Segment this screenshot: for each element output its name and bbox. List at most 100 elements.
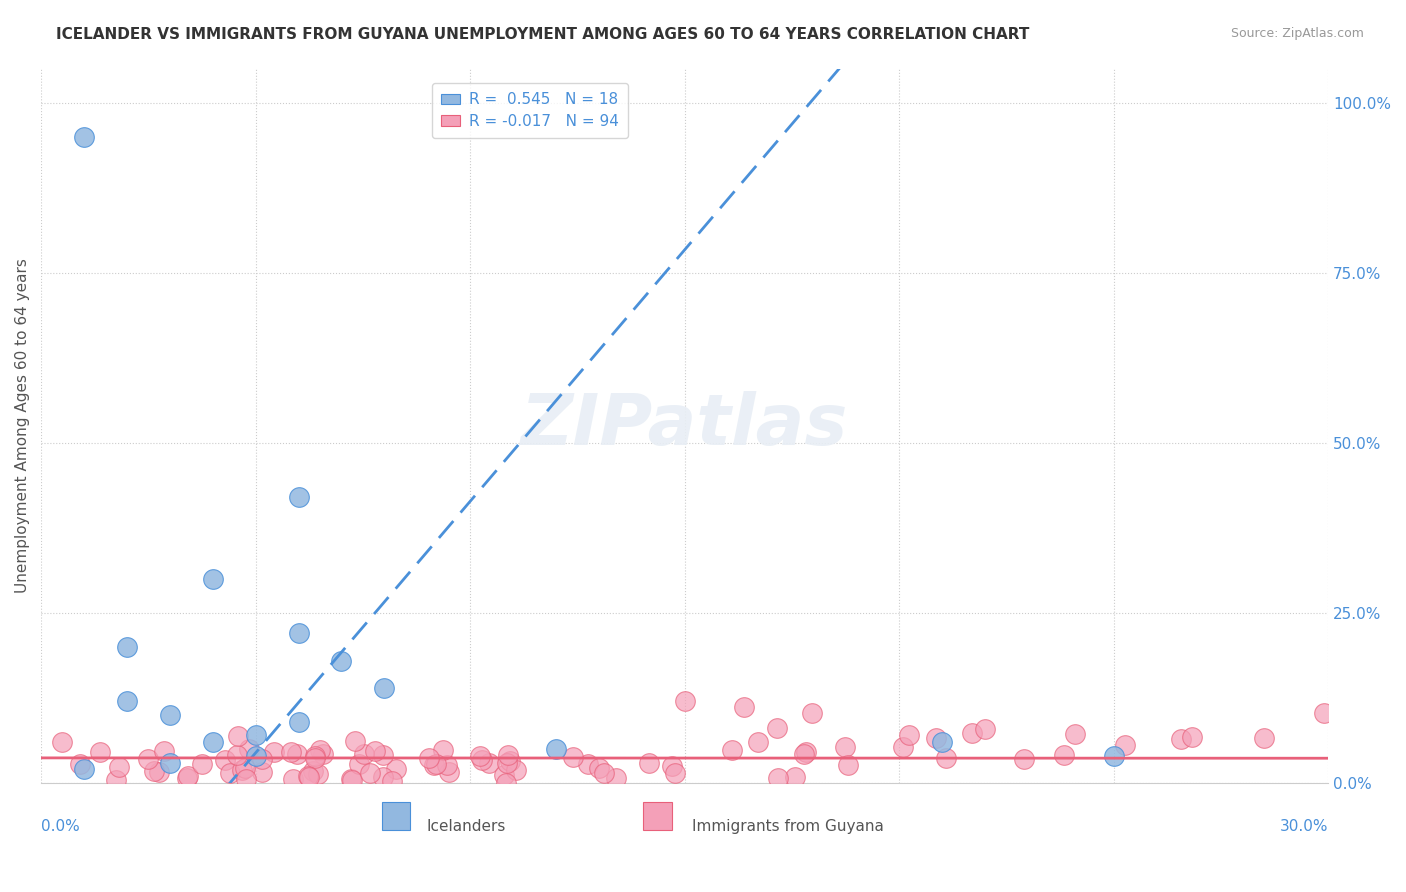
Point [794, 745, 817, 759]
Text: Source: ZipAtlas.com: Source: ZipAtlas.com [1230, 27, 1364, 40]
Point [766, 772, 789, 786]
Point [177, 769, 200, 783]
Point [544, 742, 567, 756]
Bar [644, 802, 672, 830]
Point [935, 750, 957, 764]
Point [153, 744, 176, 758]
Point [343, 734, 366, 748]
Point [312, 747, 335, 762]
Point [309, 742, 332, 756]
Point [298, 771, 321, 785]
Point [280, 745, 302, 759]
Point [283, 772, 305, 786]
Point [637, 756, 659, 770]
Point [720, 743, 742, 757]
Point [359, 765, 381, 780]
Bar [382, 802, 411, 830]
Point [381, 774, 404, 789]
Legend: R =  0.545   N = 18, R = -0.017   N = 94: R = 0.545 N = 18, R = -0.017 N = 94 [432, 83, 628, 137]
Point [339, 772, 361, 787]
Point [373, 681, 395, 695]
Point [505, 763, 527, 777]
Point [287, 626, 309, 640]
Point [115, 694, 138, 708]
Point [263, 745, 285, 759]
Point [250, 765, 273, 780]
Point [159, 708, 181, 723]
Point [297, 769, 319, 783]
Text: ICELANDER VS IMMIGRANTS FROM GUYANA UNEMPLOYMENT AMONG AGES 60 TO 64 YEARS CORRE: ICELANDER VS IMMIGRANTS FROM GUYANA UNEM… [56, 27, 1029, 42]
Point [418, 751, 440, 765]
Point [800, 706, 823, 720]
Text: Immigrants from Guyana: Immigrants from Guyana [692, 819, 883, 834]
Point [238, 742, 260, 756]
Point [285, 747, 308, 761]
Point [931, 735, 953, 749]
Point [588, 761, 610, 775]
Point [219, 766, 242, 780]
Point [304, 751, 326, 765]
Point [974, 722, 997, 736]
Point [347, 756, 370, 771]
Point [478, 756, 501, 770]
Point [201, 735, 224, 749]
Point [143, 764, 166, 778]
Point [148, 765, 170, 780]
Point [51, 735, 73, 749]
Point [233, 762, 256, 776]
Point [576, 757, 599, 772]
Point [115, 640, 138, 654]
Point [785, 770, 807, 784]
Point [364, 744, 387, 758]
Point [1313, 706, 1336, 721]
Point [423, 758, 446, 772]
Point [891, 739, 914, 754]
Point [245, 748, 267, 763]
Point [373, 770, 395, 784]
Point [73, 129, 96, 144]
Point [898, 728, 921, 742]
Point [107, 760, 129, 774]
Point [201, 572, 224, 586]
Point [1064, 727, 1087, 741]
Point [664, 766, 686, 780]
Point [104, 773, 127, 788]
Point [302, 764, 325, 779]
Point [373, 747, 395, 762]
Text: ZIPatlas: ZIPatlas [522, 392, 848, 460]
Text: 30.0%: 30.0% [1279, 819, 1329, 834]
Point [468, 749, 491, 764]
Point [765, 721, 787, 735]
Point [1053, 747, 1076, 762]
Point [287, 490, 309, 504]
Point [960, 725, 983, 739]
Point [231, 763, 253, 777]
Point [340, 772, 363, 787]
Point [925, 731, 948, 746]
Point [235, 772, 257, 786]
Point [834, 739, 856, 754]
Point [1181, 730, 1204, 744]
Text: Icelanders: Icelanders [426, 819, 506, 834]
Point [307, 767, 329, 781]
Point [837, 757, 859, 772]
Point [73, 763, 96, 777]
Point [214, 752, 236, 766]
Point [159, 756, 181, 770]
Point [733, 700, 755, 714]
Point [176, 771, 198, 785]
Point [593, 766, 616, 780]
Point [225, 747, 247, 762]
Point [1253, 731, 1275, 746]
Point [1012, 752, 1035, 766]
Point [245, 728, 267, 742]
Point [1114, 738, 1136, 752]
Point [1102, 748, 1125, 763]
Point [747, 735, 769, 749]
Point [250, 752, 273, 766]
Point [494, 768, 516, 782]
Point [561, 750, 583, 764]
Point [605, 771, 627, 785]
Point [1170, 731, 1192, 746]
Point [330, 654, 353, 668]
